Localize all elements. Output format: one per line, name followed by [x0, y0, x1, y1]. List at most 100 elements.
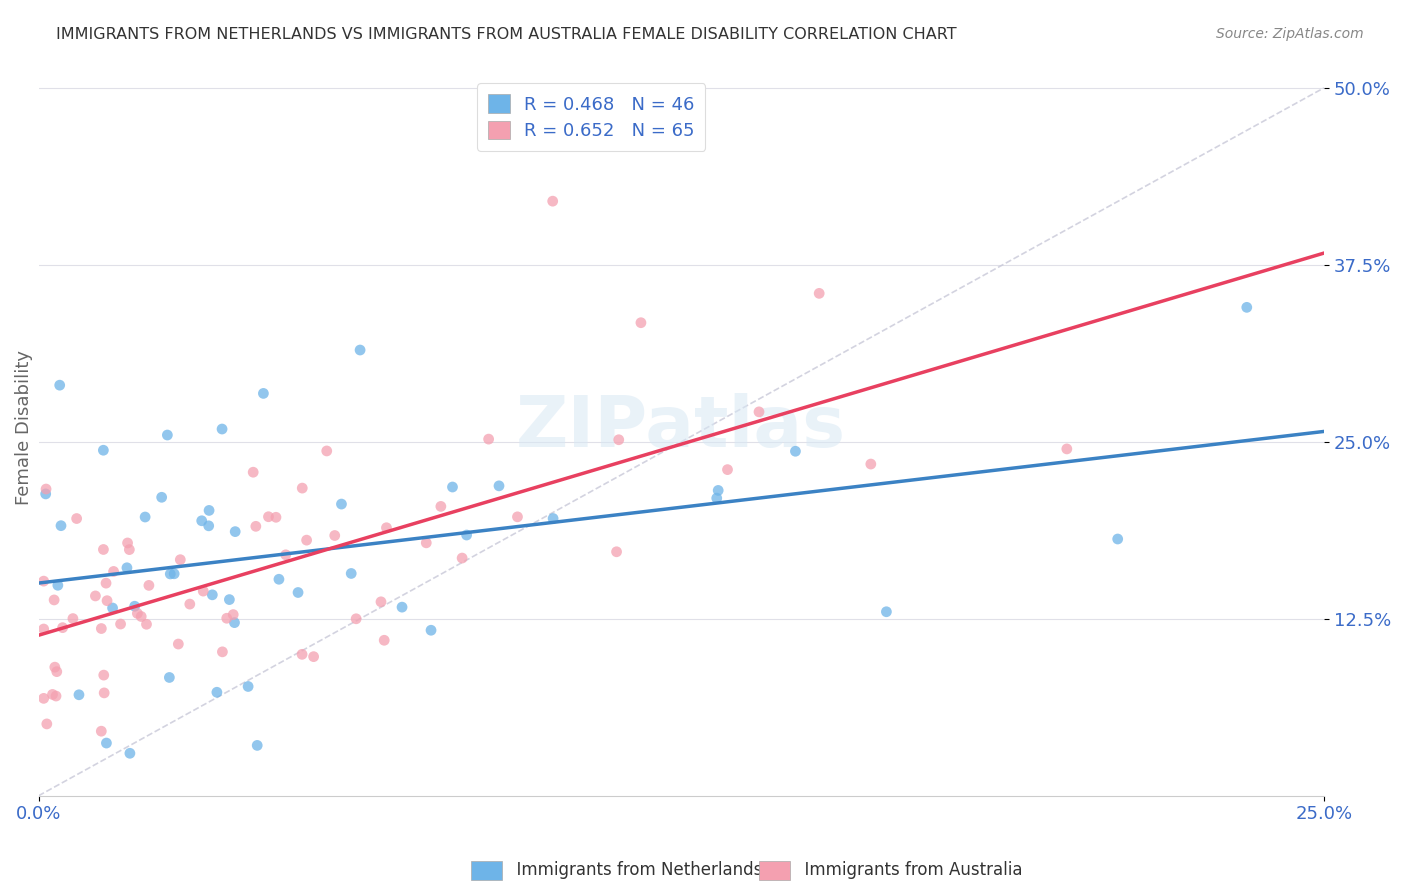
Point [96, 593, 118, 607]
Point [257, 509, 280, 524]
Point [93, 542, 115, 557]
Point [246, 739, 269, 753]
Point [1107, 532, 1129, 546]
Point [340, 566, 363, 581]
Point [34, 487, 56, 501]
Point [45, 689, 67, 703]
Point [44, 660, 66, 674]
Point [32, 574, 55, 588]
Point [224, 615, 246, 630]
Point [315, 444, 337, 458]
Point [193, 584, 215, 599]
Point [163, 566, 186, 581]
Point [707, 483, 730, 498]
Point [211, 645, 233, 659]
Point [1236, 301, 1258, 315]
Point [716, 462, 738, 476]
Point [330, 497, 353, 511]
Point [391, 600, 413, 615]
Point [215, 611, 238, 625]
Point [118, 746, 141, 760]
Point [90, 724, 112, 739]
Point [441, 480, 464, 494]
Point [110, 617, 132, 632]
Point [115, 561, 138, 575]
Point [167, 637, 190, 651]
Point [169, 552, 191, 566]
Point [101, 601, 124, 615]
Point [134, 510, 156, 524]
Point [179, 597, 201, 611]
Point [478, 432, 501, 446]
Point [606, 545, 628, 559]
Point [93, 686, 115, 700]
Point [211, 422, 233, 436]
Point [506, 509, 529, 524]
Point [96, 736, 118, 750]
Point [197, 518, 219, 533]
Text: ZIPatlas: ZIPatlas [516, 393, 846, 462]
Point [138, 578, 160, 592]
Point [242, 465, 264, 479]
Point [156, 428, 179, 442]
Text: Source: ZipAtlas.com: Source: ZipAtlas.com [1216, 27, 1364, 41]
Point [90, 622, 112, 636]
Point [748, 405, 770, 419]
Point [785, 444, 807, 458]
Point [488, 479, 510, 493]
Point [157, 670, 180, 684]
Text: Immigrants from Australia: Immigrants from Australia [794, 861, 1024, 879]
Point [46, 578, 69, 592]
Point [541, 194, 564, 209]
Point [135, 617, 157, 632]
Point [349, 343, 371, 357]
Text: Immigrants from Netherlands: Immigrants from Netherlands [506, 861, 762, 879]
Point [93, 443, 115, 458]
Point [323, 528, 346, 542]
Legend: R = 0.468   N = 46, R = 0.652   N = 65: R = 0.468 N = 46, R = 0.652 N = 65 [477, 83, 706, 151]
Text: IMMIGRANTS FROM NETHERLANDS VS IMMIGRANTS FROM AUSTRALIA FEMALE DISABILITY CORRE: IMMIGRANTS FROM NETHERLANDS VS IMMIGRANT… [56, 27, 957, 42]
Point [415, 536, 437, 550]
Point [45, 665, 67, 679]
Point [291, 481, 314, 495]
Point [93, 668, 115, 682]
Point [264, 510, 287, 524]
Point [218, 592, 240, 607]
Point [630, 316, 652, 330]
Point [541, 511, 564, 525]
Point [35, 482, 58, 496]
Point [124, 599, 146, 614]
Point [295, 533, 318, 548]
Point [1056, 442, 1078, 456]
Point [150, 490, 173, 504]
Point [456, 528, 478, 542]
Point [198, 503, 221, 517]
Point [370, 595, 392, 609]
Point [373, 633, 395, 648]
Point [32, 691, 55, 706]
Point [48, 378, 70, 392]
Point [32, 622, 55, 636]
Point [66, 511, 89, 525]
Point [205, 685, 228, 699]
Point [808, 286, 831, 301]
Point [118, 542, 141, 557]
Point [129, 609, 152, 624]
Point [159, 566, 181, 581]
Point [224, 524, 246, 539]
Point [127, 607, 149, 621]
Point [103, 565, 125, 579]
Point [41, 688, 63, 702]
Y-axis label: Female Disability: Female Disability [15, 351, 32, 505]
Point [117, 536, 139, 550]
Point [875, 605, 897, 619]
Point [190, 514, 212, 528]
Point [706, 491, 728, 505]
Point [49, 518, 72, 533]
Point [222, 607, 245, 622]
Point [35, 717, 58, 731]
Point [607, 433, 630, 447]
Point [287, 585, 309, 599]
Point [52, 621, 75, 635]
Point [42, 593, 65, 607]
